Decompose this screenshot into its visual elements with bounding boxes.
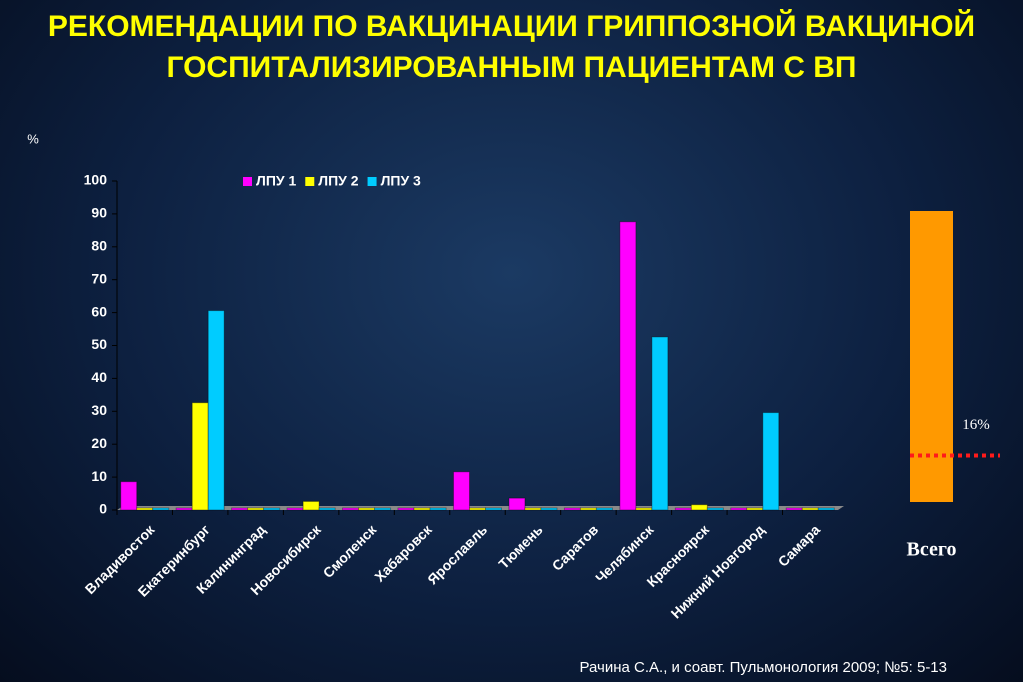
legend-swatch — [305, 177, 315, 186]
bar — [651, 336, 669, 511]
y-tick-label: 100 — [84, 172, 108, 188]
legend-label: ЛПУ 3 — [381, 173, 421, 189]
bar — [540, 507, 558, 511]
bar — [374, 507, 392, 511]
bar — [247, 507, 265, 511]
bar — [302, 500, 320, 511]
bar — [524, 507, 542, 511]
x-tick-label: Смоленск — [320, 521, 380, 581]
total-bar — [910, 211, 953, 502]
x-tick-label: Тюмень — [495, 521, 546, 572]
bar — [706, 507, 724, 511]
y-tick-label: 90 — [91, 205, 107, 221]
bar — [453, 471, 470, 511]
bar — [231, 507, 249, 511]
value-label: 16% — [962, 417, 990, 433]
x-tick-label: Самара — [775, 521, 823, 569]
source: Рачина С.А., и соавт. Пульмонология 2009… — [580, 659, 947, 676]
bar — [469, 507, 486, 511]
bar — [508, 497, 526, 511]
bar — [619, 221, 637, 511]
y-tick-label: 20 — [91, 435, 107, 451]
y-tick-label: 10 — [91, 468, 107, 484]
bar — [563, 507, 581, 511]
bar — [746, 507, 764, 511]
bar — [817, 507, 835, 511]
bar — [286, 507, 304, 511]
bar — [136, 507, 154, 511]
bar — [342, 507, 360, 511]
bar — [413, 507, 431, 511]
bar — [429, 507, 447, 511]
bar — [358, 507, 376, 511]
y-tick-label: 40 — [91, 369, 107, 385]
bar — [674, 507, 692, 511]
bar — [595, 507, 613, 511]
y-tick-label: 30 — [91, 402, 107, 418]
bar — [152, 507, 170, 511]
bar — [318, 507, 336, 511]
y-tick-label: 60 — [91, 303, 107, 319]
x-tick-label: Нижний Новгород — [668, 521, 768, 621]
y-tick-label: 50 — [91, 336, 107, 352]
x-tick-label: Ярославль — [424, 521, 490, 587]
bar — [762, 412, 780, 511]
x-tick-label: Саратов — [549, 521, 602, 574]
legend-swatch — [243, 177, 252, 186]
y-tick-label: 80 — [91, 238, 107, 254]
category-label: Всего — [907, 539, 957, 561]
bar — [207, 310, 225, 511]
slide-title: РЕКОМЕНДАЦИИ ПО ВАКЦИНАЦИИ ГРИППОЗНОЙ ВА… — [47, 10, 976, 84]
bar — [730, 507, 748, 511]
bar — [785, 507, 803, 511]
y-tick-label: 0 — [99, 501, 107, 517]
bar — [397, 507, 415, 511]
legend-label: ЛПУ 2 — [318, 173, 358, 189]
bar — [635, 507, 653, 511]
bar — [579, 507, 597, 511]
legend-swatch — [367, 177, 377, 186]
bar — [485, 507, 502, 511]
bar — [175, 507, 193, 511]
bar — [120, 481, 138, 511]
y-tick-label: 70 — [91, 270, 107, 286]
bar — [801, 507, 819, 511]
legend-label: ЛПУ 1 — [256, 173, 296, 189]
bar — [263, 507, 281, 511]
bar — [690, 504, 708, 511]
y-axis-label: % — [27, 131, 39, 146]
bar — [191, 402, 209, 511]
